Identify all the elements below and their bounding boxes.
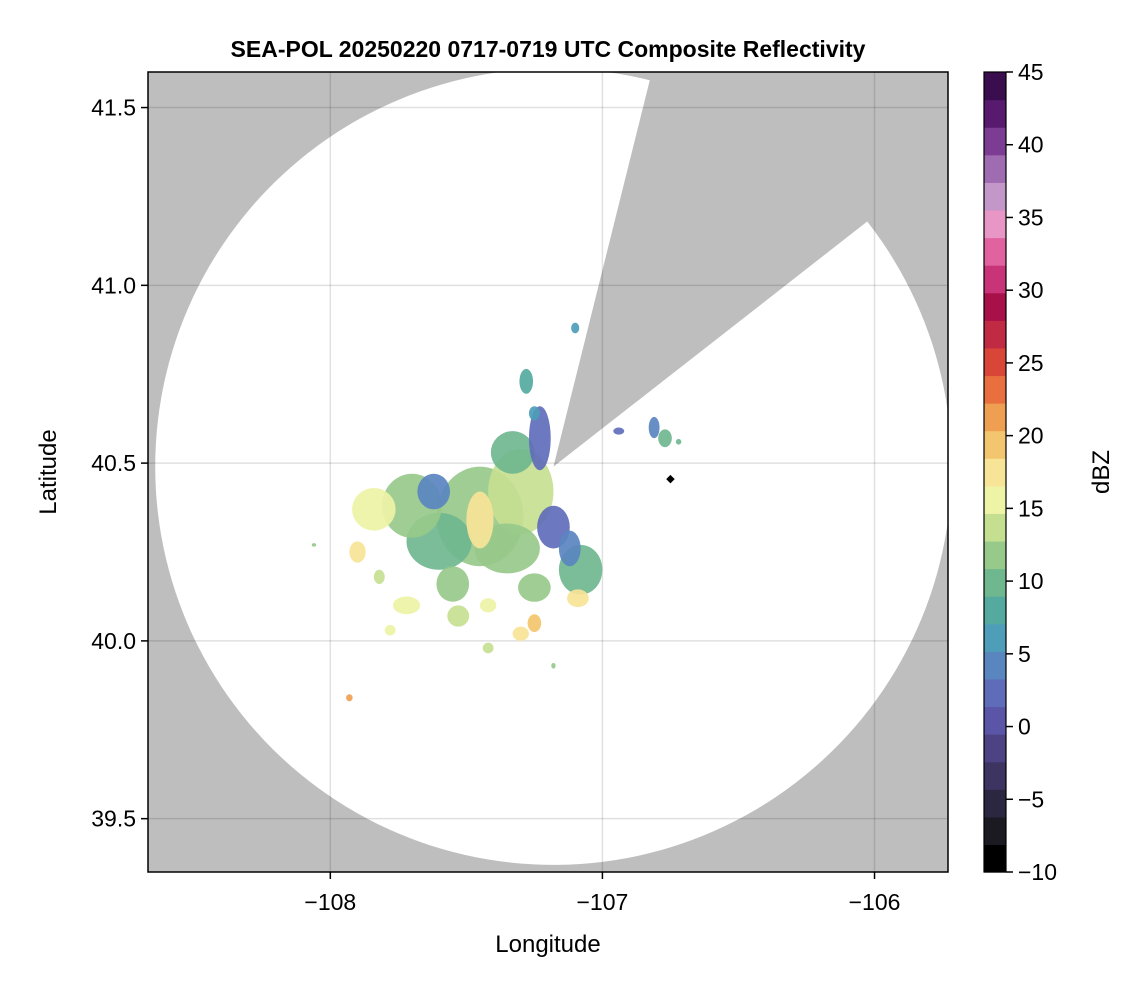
echo-cell [558,530,581,567]
echo-cell [658,429,672,448]
echo-cell [482,642,494,654]
colorbar-segment [984,678,1006,708]
colorbar-segment [984,154,1006,183]
colorbar-segment [984,540,1006,570]
colorbar-tick-label: 35 [1018,204,1044,230]
colorbar-tick-label: 20 [1018,423,1044,449]
echo-cell [528,406,551,471]
y-tick-label: 39.5 [91,806,136,832]
colorbar-segment [984,789,1006,818]
colorbar-tick-label: 25 [1018,350,1044,376]
colorbar-segment [984,596,1006,625]
echo-cell [527,614,542,632]
colorbar-segment [984,734,1006,763]
y-tick-label: 40.5 [91,450,136,476]
colorbar-segment [984,513,1006,542]
echo-cell [479,598,497,613]
echo-cell [519,368,534,394]
colorbar-segment [984,347,1006,377]
grid-lines [148,72,948,872]
y-tick-label: 41.5 [91,95,136,121]
echo-cell [466,491,494,549]
colorbar-segment [984,844,1006,873]
colorbar-tick-label: 15 [1018,495,1044,521]
location-marker [666,474,675,484]
echo-cell [346,694,353,702]
echo-cell [311,543,317,547]
colorbar-ticks: −10 −5 0 5 10 15 20 25 30 35 40 45 [1006,59,1057,885]
y-axis-label: Latitude [35,429,62,514]
echo-cell [490,431,535,474]
colorbar-tick-label: −10 [1018,859,1057,885]
x-axis-label: Longitude [495,931,600,958]
echo-cell [571,322,580,334]
x-axis-ticks: −108 −107 −106 [304,872,900,915]
plot-area [148,72,948,872]
colorbar-segment [984,320,1006,349]
colorbar-frame [983,71,1007,873]
colorbar-segment [984,99,1006,128]
colorbar-label: dBZ [1088,450,1115,494]
colorbar-tick-label: 0 [1018,714,1031,740]
colorbar-segment [984,706,1006,735]
colorbar-segment [984,375,1006,404]
colorbar-tick-label: −5 [1018,786,1044,812]
colorbar-segment [984,127,1006,156]
colorbar-segment [984,816,1006,846]
echo-cell [512,626,529,641]
colorbar-segment [984,209,1006,239]
echo-cell [528,406,540,421]
echo-cell [551,662,556,669]
colorbar-tick-label: 45 [1018,59,1044,85]
colorbar-segment [984,623,1006,652]
x-tick-label: −108 [304,889,356,915]
echo-cell [675,438,682,445]
colorbar [983,71,1007,873]
y-axis-ticks: 39.5 40.0 40.5 41.0 41.5 [91,95,148,832]
colorbar-tick-label: 5 [1018,641,1031,667]
colorbar-segment [984,403,1006,432]
echo-cell [392,596,421,615]
radar-coverage-area [155,72,948,865]
echo-cell [613,427,625,435]
chart-title: SEA-POL 20250220 0717-0719 UTC Composite… [231,36,866,62]
echo-cell [436,566,470,602]
echo-cell [447,605,470,627]
colorbar-segment [984,568,1006,597]
plot-frame [147,71,949,873]
echo-cell [648,416,660,439]
colorbar-segment [984,265,1006,294]
y-tick-label: 40.0 [91,628,136,654]
colorbar-segment [984,651,1006,680]
reflectivity-echoes [311,322,682,702]
y-tick-label: 41.0 [91,272,136,298]
colorbar-segment [984,430,1006,459]
colorbar-tick-label: 30 [1018,277,1044,303]
colorbar-segment [984,761,1006,790]
colorbar-segment [984,485,1006,514]
echo-cell [384,624,396,636]
colorbar-tick-label: 10 [1018,568,1044,594]
echo-cell [373,569,385,585]
colorbar-segment [984,237,1006,266]
colorbar-segment [984,458,1006,487]
echo-cell [417,473,451,510]
x-tick-label: −107 [577,889,629,915]
colorbar-tick-label: 40 [1018,132,1044,158]
echo-cell [567,589,589,608]
x-tick-label: −106 [849,889,901,915]
echo-cell [352,488,396,531]
echo-cell [349,541,366,563]
echo-cell [518,573,551,602]
colorbar-segment [984,182,1006,211]
colorbar-segment [984,292,1006,321]
colorbar-segment [984,72,1006,101]
